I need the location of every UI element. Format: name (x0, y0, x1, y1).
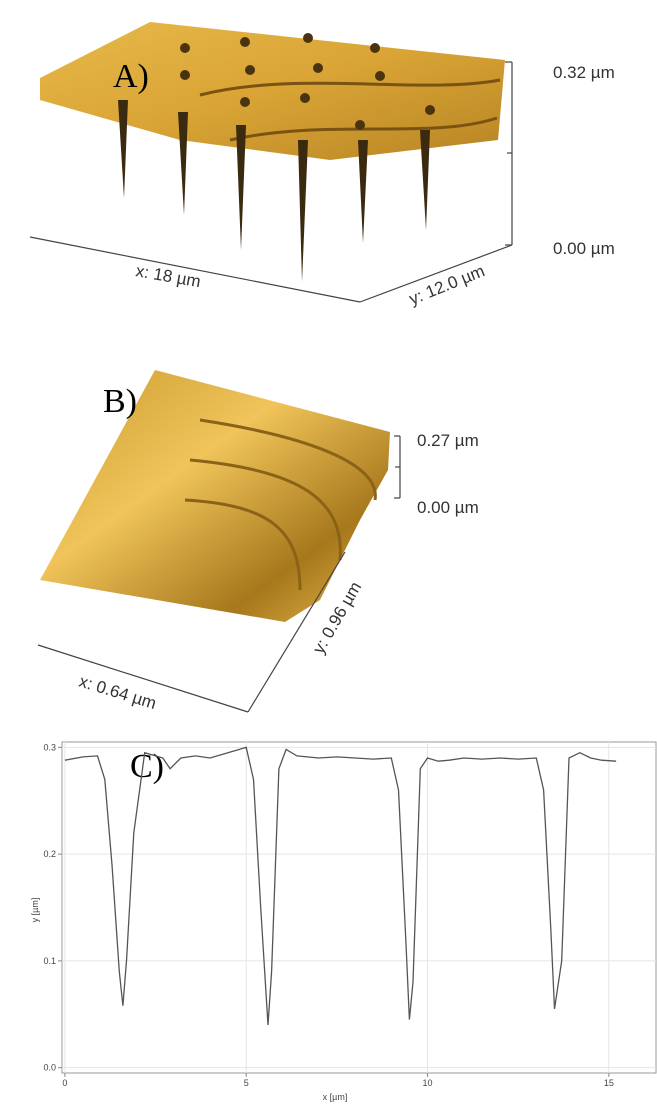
z-label: 0.00 µm (417, 498, 479, 517)
y-tick-label: 0.3 (43, 742, 56, 752)
z-label: 0.32 µm (553, 63, 615, 82)
x-tick-label: 0 (62, 1078, 67, 1088)
panel-label: C) (130, 748, 164, 785)
x-tick-label: 15 (604, 1078, 614, 1088)
profile-line (64, 746, 617, 1026)
x-tick-label: 5 (244, 1078, 249, 1088)
y-axis-title: y [µm] (30, 898, 40, 923)
x-tick-label: 10 (423, 1078, 433, 1088)
axes (29, 61, 513, 303)
terrace (184, 418, 377, 591)
spikes (118, 100, 430, 282)
axes (37, 435, 401, 713)
y-label: y: 12.0 µm (406, 261, 487, 308)
y-tick-label: 0.1 (43, 956, 56, 966)
panel-label: A) (113, 58, 149, 95)
z-label: 0.00 µm (553, 239, 615, 258)
z-label: 0.27 µm (417, 431, 479, 450)
panel-c: C) x [µm] y [µm] 0 5 10 15 0.0 0.1 0.2 0.3 (30, 741, 657, 1102)
panel-b: B) 0.27 µm 0.00 µm x: 0.64 µm y: 0.96 µm (37, 370, 479, 713)
ridge (199, 78, 501, 142)
x-label: x: 18 µm (134, 261, 202, 291)
panel-a: A) 0.32 µm 0.00 µm x: 18 µm y: 12.0 µm (29, 22, 615, 309)
surface (40, 22, 505, 160)
x-axis-title: x [µm] (323, 1092, 348, 1102)
x-label: x: 0.64 µm (77, 672, 159, 713)
surface (40, 370, 390, 622)
plot-frame (61, 741, 657, 1074)
panel-label: B) (103, 383, 137, 420)
y-tick-label: 0.0 (43, 1063, 56, 1073)
y-tick-label: 0.2 (43, 849, 56, 859)
holes (180, 33, 435, 130)
